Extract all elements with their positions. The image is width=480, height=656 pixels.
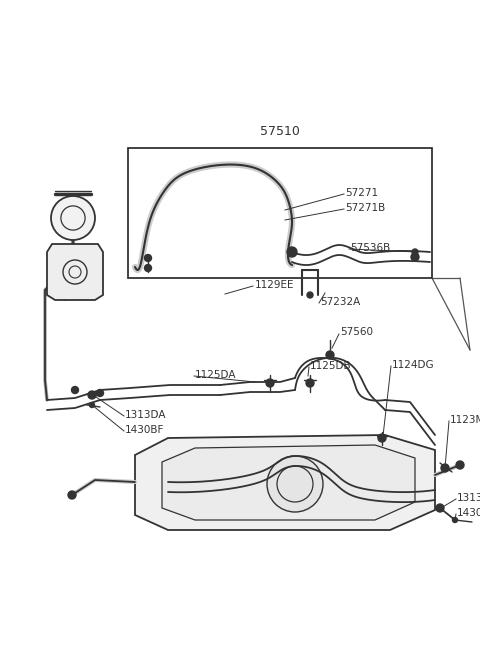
Circle shape [88, 391, 96, 399]
Bar [128, 148, 432, 278]
Circle shape [456, 461, 464, 469]
Polygon shape [135, 435, 435, 530]
Text: 1123MG: 1123MG [450, 415, 480, 425]
Text: 57510: 57510 [260, 125, 300, 138]
Circle shape [326, 351, 334, 359]
Text: 57232A: 57232A [320, 297, 360, 307]
Circle shape [307, 292, 313, 298]
Circle shape [378, 434, 386, 442]
Circle shape [436, 504, 444, 512]
Circle shape [51, 196, 95, 240]
Text: 57536B: 57536B [350, 243, 390, 253]
Circle shape [96, 390, 104, 396]
Circle shape [412, 249, 418, 255]
Text: 1430BF: 1430BF [457, 508, 480, 518]
Text: 1129EE: 1129EE [255, 280, 295, 290]
Circle shape [411, 253, 419, 261]
Circle shape [453, 518, 457, 522]
Text: 1313DA: 1313DA [457, 493, 480, 503]
Circle shape [266, 379, 274, 387]
Circle shape [441, 464, 449, 472]
Text: 57560: 57560 [340, 327, 373, 337]
Text: 1125DA: 1125DA [195, 370, 237, 380]
Circle shape [267, 456, 323, 512]
Circle shape [306, 379, 314, 387]
Text: 1313DA: 1313DA [125, 410, 167, 420]
Text: 1430BF: 1430BF [125, 425, 164, 435]
Text: 57271B: 57271B [345, 203, 385, 213]
Circle shape [68, 491, 76, 499]
Circle shape [89, 403, 95, 407]
Circle shape [144, 255, 152, 262]
Polygon shape [162, 445, 415, 520]
Text: 1125DB: 1125DB [310, 361, 352, 371]
Text: 1124DG: 1124DG [392, 360, 434, 370]
Circle shape [72, 386, 79, 394]
Polygon shape [47, 244, 103, 300]
Text: 57271: 57271 [345, 188, 378, 198]
Circle shape [144, 264, 152, 272]
Circle shape [287, 247, 297, 257]
